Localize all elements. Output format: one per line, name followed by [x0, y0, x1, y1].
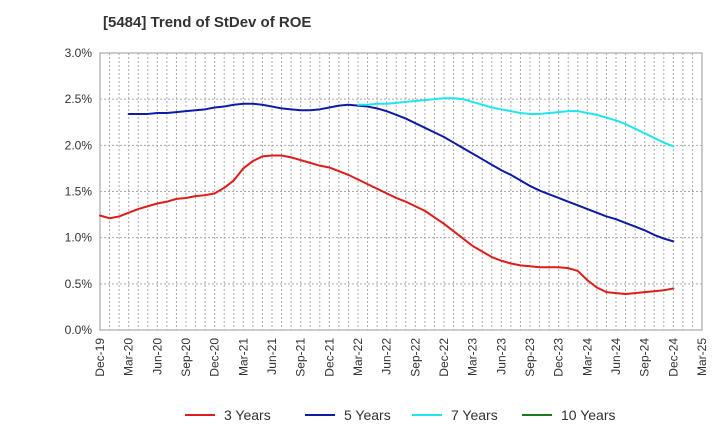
- series-line-5-years: [127, 102, 675, 243]
- grid-layer: [99, 52, 703, 331]
- x-tick-label: Mar-25: [695, 338, 709, 376]
- x-tick-label: Jun-23: [494, 338, 508, 375]
- y-tick-label: 1.0%: [65, 231, 93, 245]
- x-tick-label: Dec-21: [322, 338, 336, 377]
- series-layer: [99, 97, 675, 295]
- axis-layer: 0.0% 0.5% 1.0% 1.5% 2.0% 2.5% 3.0% Dec-19 Mar-20…: [65, 46, 709, 377]
- x-tick-label: Dec-19: [93, 338, 107, 377]
- x-tick-label: Sep-22: [408, 338, 422, 377]
- series-line-3-years: [99, 154, 675, 295]
- x-tick-label: Jun-22: [380, 338, 394, 375]
- x-tick-label: Dec-24: [666, 338, 680, 377]
- x-tick-label: Sep-24: [638, 338, 652, 377]
- legend-label: 3 Years: [224, 407, 271, 423]
- y-tick-label: 0.5%: [65, 277, 93, 291]
- x-tick-label: Jun-24: [609, 338, 623, 375]
- legend-label: 7 Years: [451, 407, 498, 423]
- x-tick-label: Mar-20: [122, 338, 136, 376]
- x-tick-label: Sep-20: [179, 338, 193, 377]
- y-tick-label: 2.5%: [65, 92, 93, 106]
- x-tick-label: Jun-21: [265, 338, 279, 375]
- x-tick-label: Mar-22: [351, 338, 365, 376]
- x-tick-label: Mar-23: [466, 338, 480, 376]
- legend: 3 Years 5 Years 7 Years 10 Years: [185, 407, 616, 423]
- x-tick-label: Sep-21: [294, 338, 308, 377]
- x-tick-label: Mar-21: [236, 338, 250, 376]
- y-tick-label: 2.0%: [65, 138, 93, 152]
- y-tick-label: 0.0%: [65, 323, 93, 337]
- legend-label: 10 Years: [561, 407, 616, 423]
- x-tick-label: Dec-23: [552, 338, 566, 377]
- legend-label: 5 Years: [344, 407, 391, 423]
- chart-title: [5484] Trend of StDev of ROE: [103, 14, 312, 31]
- x-tick-label: Sep-23: [523, 338, 537, 377]
- x-tick-label: Jun-20: [150, 338, 164, 375]
- series-line-7-years: [357, 97, 675, 148]
- x-tick-label: Dec-22: [437, 338, 451, 377]
- x-tick-label: Mar-24: [580, 338, 594, 376]
- x-tick-label: Dec-20: [208, 338, 222, 377]
- y-tick-label: 1.5%: [65, 185, 93, 199]
- y-tick-label: 3.0%: [65, 46, 93, 60]
